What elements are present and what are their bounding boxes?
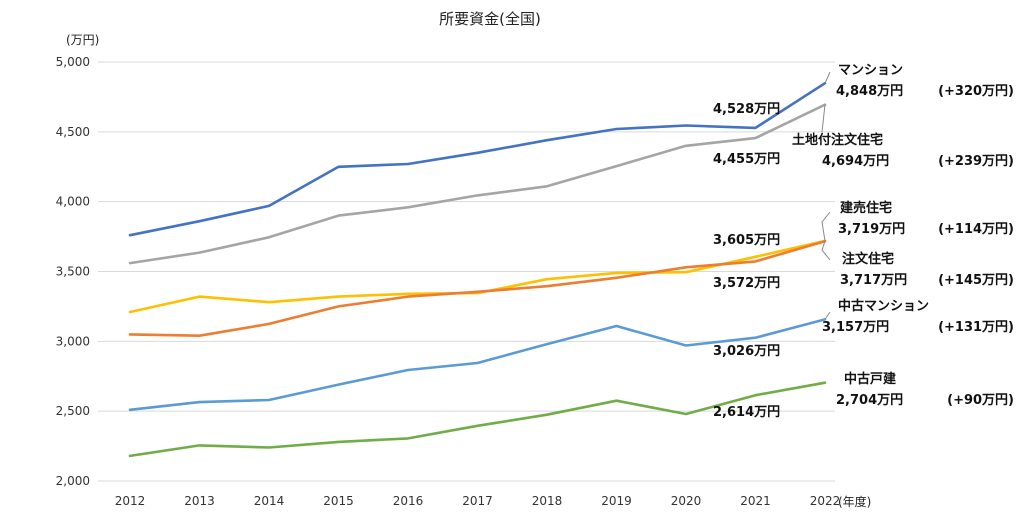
- y-tick-label: 3,000: [56, 334, 90, 348]
- series-line: [128, 381, 827, 458]
- series-name-label: 中古マンション: [838, 298, 929, 314]
- leader-line: [824, 71, 831, 84]
- value-label: 4,455万円: [713, 152, 780, 167]
- x-axis-unit: (年度): [838, 494, 871, 509]
- x-tick-label: 2018: [532, 494, 563, 508]
- x-tick-label: 2022: [810, 494, 841, 508]
- x-tick-label: 2020: [671, 494, 702, 508]
- y-tick-label: 4,000: [56, 195, 90, 209]
- value-label: 3,572万円: [713, 276, 780, 291]
- y-tick-label: 5,000: [56, 55, 90, 69]
- value-label: 3,719万円: [838, 222, 905, 237]
- x-tick-label: 2017: [462, 494, 493, 508]
- leader-line: [821, 241, 831, 261]
- value-label: 3,157万円: [822, 320, 889, 335]
- value-label: 3,026万円: [713, 344, 780, 359]
- x-tick-label: 2012: [115, 494, 146, 508]
- value-label: 4,528万円: [713, 102, 780, 117]
- leader-line: [821, 211, 831, 241]
- x-axis: 2012 2013 2014 2015 2016 2017 2018 2019 2020 2021…: [115, 494, 841, 508]
- value-label: 4,694万円: [822, 154, 889, 169]
- series-line: [128, 103, 827, 265]
- x-tick-label: 2014: [254, 494, 285, 508]
- y-tick-label: 2,000: [56, 474, 90, 488]
- series-name-label: 注文住宅: [842, 251, 894, 267]
- x-tick-label: 2019: [601, 494, 632, 508]
- x-tick-label: 2021: [740, 494, 771, 508]
- value-label: 2,614万円: [713, 405, 780, 420]
- series-line: [128, 81, 827, 237]
- series-lines: [128, 81, 827, 458]
- y-axis-unit: (万円): [66, 33, 99, 47]
- value-label: 3,605万円: [713, 233, 780, 248]
- series-name-label: 土地付注文住宅: [792, 132, 883, 148]
- leader-line: [821, 104, 826, 133]
- x-tick-label: 2013: [184, 494, 215, 508]
- change-label: (+145万円): [938, 273, 1014, 288]
- y-tick-label: 2,500: [56, 404, 90, 418]
- value-label: 3,717万円: [840, 273, 907, 288]
- x-tick-label: 2015: [323, 494, 354, 508]
- change-label: (+90万円): [947, 393, 1014, 408]
- series-name-label: 中古戸建: [844, 371, 896, 387]
- value-labels: 4,528万円 4,455万円 3,605万円 3,572万円 3,026万円 2,614…: [713, 63, 1014, 420]
- x-tick-label: 2016: [393, 494, 424, 508]
- y-tick-label: 3,500: [56, 265, 90, 279]
- series-name-label: マンション: [838, 63, 903, 78]
- change-label: (+320万円): [938, 84, 1014, 99]
- change-label: (+239万円): [938, 154, 1014, 169]
- leader-lines: [821, 71, 831, 320]
- series-line: [128, 239, 827, 338]
- y-axis: 2,000 2,500 3,000 3,500 4,000 4,500 5,000: [56, 55, 90, 488]
- value-label: 2,704万円: [836, 393, 903, 408]
- change-label: (+131万円): [938, 320, 1014, 335]
- change-label: (+114万円): [938, 222, 1014, 237]
- leader-line: [824, 311, 831, 320]
- value-label: 4,848万円: [836, 84, 903, 99]
- series-line: [128, 318, 827, 412]
- y-tick-label: 4,500: [56, 125, 90, 139]
- chart-title: 所要資金(全国): [439, 10, 541, 28]
- gridlines: [98, 61, 835, 482]
- series-name-label: 建売住宅: [840, 200, 892, 216]
